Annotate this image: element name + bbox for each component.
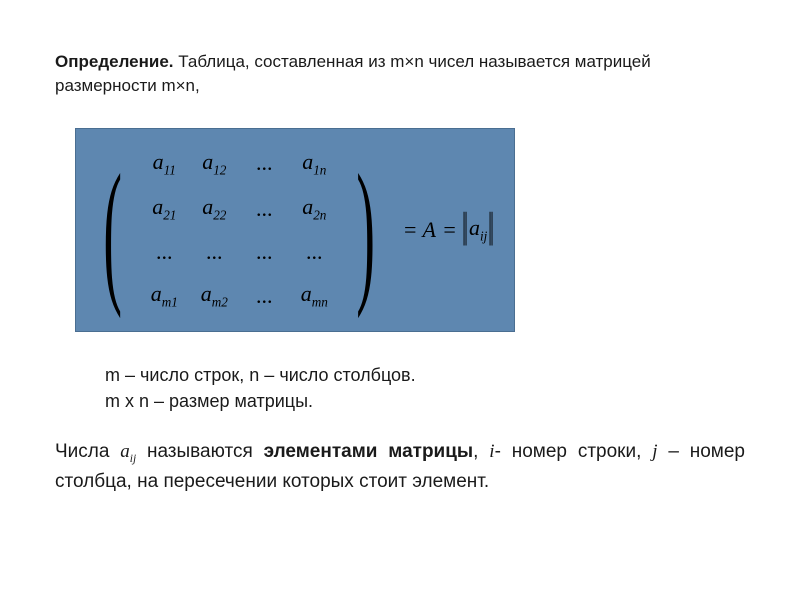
matrix-cell: a1n <box>289 141 339 186</box>
definition-header: Определение. Таблица, составленная из m×… <box>55 50 745 98</box>
matrix-cell: am2 <box>189 273 239 318</box>
bbold: элементами матрицы <box>264 441 474 462</box>
aij-var: aij <box>120 441 136 462</box>
matrix-cell: ... <box>239 141 289 186</box>
rows-cols-line: m – число строк, n – число столбцов. <box>105 362 745 388</box>
bt2: называются <box>136 441 263 462</box>
norm-bar-right: ‖ <box>488 205 495 253</box>
matrix-cell: ... <box>239 186 289 231</box>
definition-label: Определение. <box>55 52 174 71</box>
matrix-equation-box: ( a11a12...a1na21a22...a2n............am… <box>75 128 515 332</box>
eq-sign-2: = <box>442 217 457 243</box>
matrix-cell: amn <box>289 273 339 318</box>
matrix-cell: a12 <box>189 141 239 186</box>
bt3: , <box>473 441 489 462</box>
matrix-cell: ... <box>289 231 339 273</box>
matrix-cell: ... <box>189 231 239 273</box>
matrix-cell: am1 <box>139 273 189 318</box>
matrix-cell: ... <box>239 231 289 273</box>
norm-sub: ij <box>480 228 487 243</box>
bvar: a <box>120 441 130 462</box>
norm-var: a <box>469 215 480 240</box>
bt1: Числа <box>55 441 120 462</box>
dimensions-note: m – число строк, n – число столбцов. m x… <box>105 362 745 414</box>
matrix-cell: a22 <box>189 186 239 231</box>
norm-a: aij <box>469 215 487 244</box>
matrix-cell: a11 <box>139 141 189 186</box>
matrix-cell: ... <box>139 231 189 273</box>
left-paren: ( <box>103 162 122 298</box>
matrix-grid: a11a12...a1na21a22...a2n............am1a… <box>139 141 339 319</box>
size-line: m x n – размер матрицы. <box>105 388 745 414</box>
bt4: - номер строки, <box>495 441 653 462</box>
matrix-cell: a21 <box>139 186 189 231</box>
matrix-cell: ... <box>239 273 289 318</box>
norm-bar-left: ‖ <box>461 205 468 253</box>
elements-paragraph: Числа aij называются элементами матрицы,… <box>55 438 745 496</box>
equals-A: = A = ‖ aij ‖ <box>399 215 496 244</box>
eq-A-text: = A <box>403 217 436 243</box>
matrix-equation: ( a11a12...a1na21a22...a2n............am… <box>86 141 496 319</box>
matrix-cell: a2n <box>289 186 339 231</box>
right-paren: ) <box>357 162 376 298</box>
